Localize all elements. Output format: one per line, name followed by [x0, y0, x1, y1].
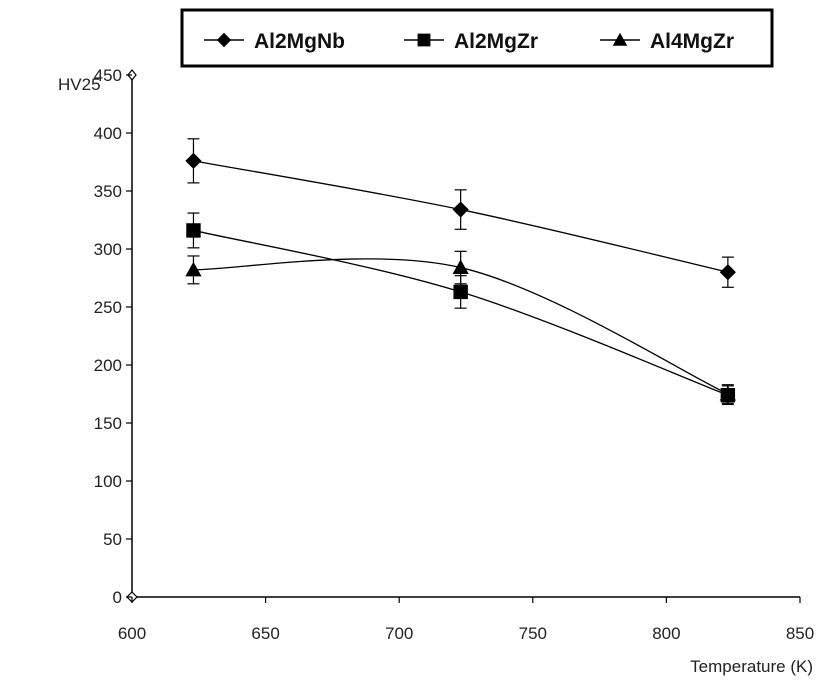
- data-point: [452, 201, 469, 218]
- data-point: [186, 223, 201, 238]
- series-al4mgzr: [185, 250, 736, 404]
- legend-label: Al2MgNb: [254, 30, 345, 53]
- y-tick-label: 150: [94, 414, 122, 433]
- y-tick-label: 400: [94, 124, 122, 143]
- legend-marker: [216, 32, 232, 48]
- legend-label: Al4MgZr: [650, 30, 734, 53]
- legend-marker: [612, 32, 628, 46]
- data-point: [453, 284, 468, 300]
- x-tick-label: 600: [118, 624, 146, 643]
- legend-item-al4mgzr: Al4MgZr: [600, 30, 734, 53]
- y-tick-label: 350: [94, 182, 122, 201]
- y-tick-label: 100: [94, 472, 122, 491]
- legend: Al2MgNb Al2MgZr Al4MgZr: [180, 8, 774, 68]
- y-axis-title: HV25: [58, 75, 101, 94]
- data-point: [185, 152, 202, 169]
- y-tick-label: 250: [94, 298, 122, 317]
- x-tick-label: 650: [251, 624, 279, 643]
- y-tick-label: 300: [94, 240, 122, 259]
- y-tick-label: 0: [113, 588, 122, 607]
- legend-item-al2mgzr: Al2MgZr: [404, 30, 538, 53]
- x-tick-label: 750: [519, 624, 547, 643]
- y-tick-label: 450: [94, 66, 122, 85]
- y-tick-label: 200: [94, 356, 122, 375]
- legend-item-al2mgnb: Al2MgNb: [204, 30, 345, 53]
- x-tick-label: 850: [786, 624, 814, 643]
- x-axis-title: Temperature (K): [690, 657, 813, 676]
- data-point: [719, 264, 736, 281]
- legend-box: [180, 8, 774, 68]
- legend-marker: [417, 33, 431, 47]
- series-al2mgnb: [185, 138, 736, 288]
- x-tick-label: 700: [385, 624, 413, 643]
- data-point: [719, 385, 736, 401]
- x-tick-label: 800: [652, 624, 680, 643]
- y-tick-label: 50: [103, 530, 122, 549]
- legend-label: Al2MgZr: [454, 30, 538, 53]
- series-al2mgzr: [186, 212, 736, 406]
- data-point: [185, 261, 202, 277]
- data-point: [452, 259, 469, 275]
